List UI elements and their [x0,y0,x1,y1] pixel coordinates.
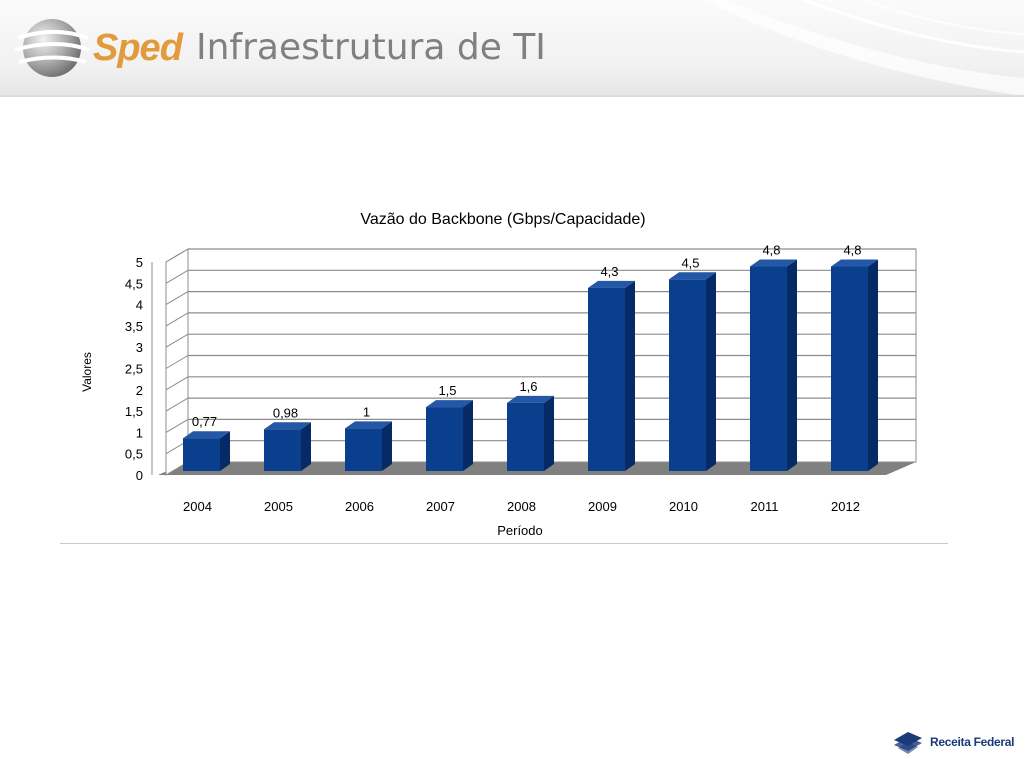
data-label: 1,6 [519,379,537,394]
y-tick-label: 4 [136,298,143,313]
x-tick-label: 2011 [751,499,779,514]
bar-front [669,279,706,471]
bar-side [544,395,554,471]
bar-side [220,431,230,471]
page-title: Infraestrutura de TI [196,27,546,68]
data-label: 4,8 [762,243,780,258]
x-tick-label: 2005 [264,499,293,514]
data-label: 0,77 [192,414,217,429]
bar-side [787,259,797,471]
bar-front [507,402,544,471]
bar-top [507,395,554,403]
sped-logo-text: Sped [93,27,183,69]
sped-globe-icon [14,19,90,77]
gridline-side [165,291,189,306]
bar-front [264,429,301,471]
y-tick-label: 5 [136,255,143,270]
y-axis-label: Valores [80,352,94,392]
bar-side [382,421,392,471]
bar-2009 [588,280,635,471]
bar-top [588,280,635,288]
bar-side [706,272,716,471]
bar-2005 [264,422,311,471]
x-tick-label: 2006 [345,499,374,514]
bar-side [301,422,311,471]
y-tick-label: 0 [136,468,143,483]
y-tick-label: 2,5 [125,362,143,377]
x-tick-label: 2008 [507,499,536,514]
data-label: 1 [363,404,370,419]
bar-2011 [750,259,797,471]
bar-side [868,259,878,471]
bar-2007 [426,400,473,471]
bar-2010 [669,272,716,471]
x-tick-label: 2010 [669,499,698,514]
bar-top [264,422,311,430]
bar-front [750,266,787,471]
chart-title: Vazão do Backbone (Gbps/Capacidade) [360,211,645,228]
header-decoration [704,0,1024,96]
data-label: 4,5 [681,255,699,270]
gridline-side [165,418,189,433]
bar-top [345,421,392,429]
x-axis-label: Período [497,523,543,538]
header-bar [0,0,1024,96]
receita-federal-logo-icon [894,732,922,754]
gridline-side [165,248,189,263]
bar-front [588,287,625,471]
bar-top [831,259,878,267]
header-divider [0,95,1024,97]
bar-front [345,428,382,471]
bar-2004 [183,431,230,471]
gridline-side [165,312,189,327]
bar-front [183,438,220,471]
bar-top [426,400,473,408]
x-tick-label: 2009 [588,499,617,514]
backbone-throughput-chart: Vazão do Backbone (Gbps/Capacidade) 0 0,5… [80,211,917,538]
bar-front [426,407,463,471]
data-label: 4,3 [600,264,618,279]
gridline-side [165,333,189,348]
y-tick-label: 3 [136,340,143,355]
gridline-side [165,376,189,391]
bar-top [183,431,230,439]
y-tick-label: 0,5 [125,447,143,462]
data-label: 4,8 [843,243,861,258]
y-tick-label: 3,5 [125,319,143,334]
bar-top [669,272,716,280]
y-tick-label: 4,5 [125,276,143,291]
bar-2008 [507,395,554,471]
bar-top [750,259,797,267]
gridline-side [165,269,189,284]
bar-2006 [345,421,392,471]
bar-front [831,266,868,471]
gridline-side [165,355,189,369]
x-tick-label: 2012 [831,499,860,514]
y-tick-label: 1,5 [125,404,143,419]
data-label: 1,5 [438,383,456,398]
bar-side [625,280,635,471]
gridline-side [165,397,189,412]
y-tick-label: 2 [136,383,143,398]
bar-2012 [831,259,878,471]
x-tick-label: 2004 [183,499,212,514]
data-label: 0,98 [273,405,298,420]
bar-side [463,400,473,471]
x-tick-label: 2007 [426,499,455,514]
y-tick-label: 1 [136,425,143,440]
receita-federal-logo-text: Receita Federal [930,735,1015,749]
chart-underline [60,543,948,544]
